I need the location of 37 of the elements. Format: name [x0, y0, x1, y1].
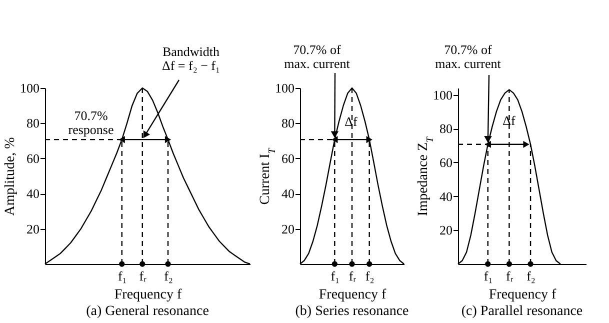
- y-tick-label: 100: [20, 80, 40, 96]
- text: (c) Parallel resonance: [461, 304, 583, 319]
- y-tick-label: 40: [440, 188, 452, 204]
- y-tick-label: 100: [433, 87, 452, 102]
- text: (a) General resonance: [86, 304, 209, 319]
- y-tick-label: 80: [282, 116, 294, 131]
- annotation: Bandwidth Δf = f₂ − f₁: [162, 44, 220, 73]
- y-tick-label: 80: [440, 121, 452, 136]
- x-tick-label: fᵣ: [348, 268, 356, 284]
- y-tick-label: 20: [282, 221, 294, 236]
- y-tick-label: 40: [26, 186, 40, 202]
- x-tick-label: f₁: [330, 268, 340, 284]
- y-axis-title: Amplitude, %: [3, 136, 18, 216]
- annotation: 70.7% response: [68, 108, 114, 137]
- y-tick-label: 60: [282, 150, 294, 166]
- annotation: Δf: [344, 114, 358, 129]
- y-tick-label: 60: [440, 154, 452, 170]
- y-tick-label: 20: [26, 221, 40, 236]
- x-tick-label: f₂: [365, 268, 374, 284]
- x-tick-label: f₁: [484, 268, 493, 284]
- annotation: 70.7% of max. current: [435, 42, 502, 71]
- y-tick-label: 80: [26, 116, 40, 131]
- y-tick-label: 40: [282, 186, 294, 202]
- x-tick-label: fᵣ: [139, 268, 147, 284]
- y-tick-label: 20: [440, 222, 452, 238]
- x-axis-title: Frequency f: [318, 288, 386, 302]
- y-tick-label: 100: [275, 80, 294, 96]
- text: (b) Series resonance: [295, 304, 409, 319]
- x-tick-label: f₂: [526, 268, 536, 284]
- x-tick-label: f₁: [118, 268, 127, 284]
- annotation: 70.7% of max. current: [284, 42, 350, 71]
- y-tick-label: 60: [26, 150, 40, 166]
- x-tick-label: fᵣ: [506, 268, 514, 284]
- annotation: Δf: [502, 113, 516, 128]
- x-axis-title: Frequency f: [488, 288, 556, 302]
- x-axis-title: Frequency f: [114, 288, 182, 302]
- x-tick-label: f₂: [164, 268, 173, 284]
